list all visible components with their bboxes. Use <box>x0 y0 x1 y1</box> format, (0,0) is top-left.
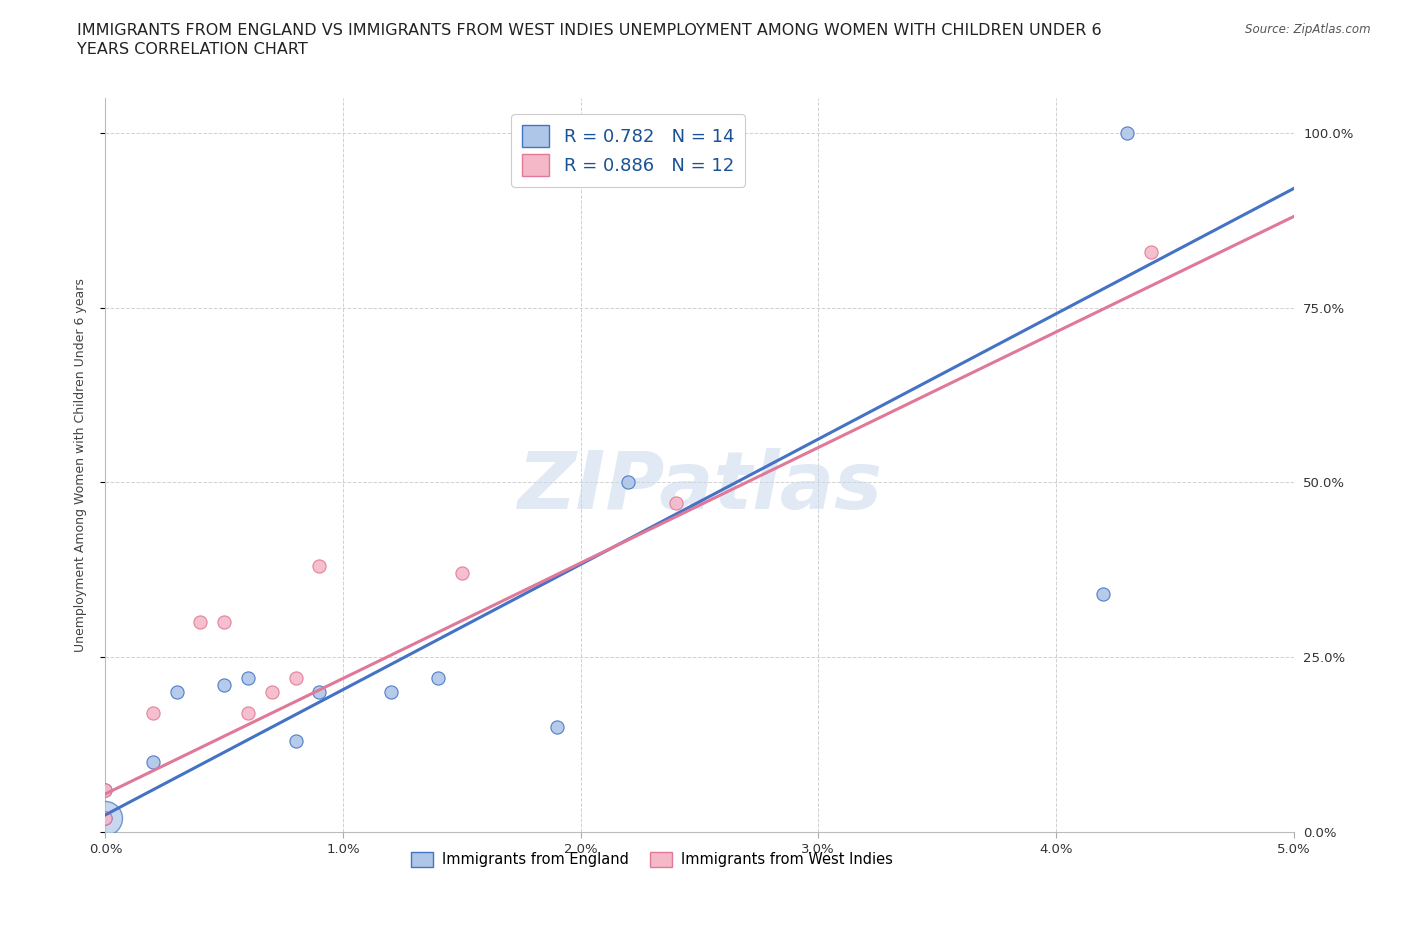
Point <box>1140 245 1163 259</box>
Point <box>450 566 472 581</box>
Point <box>94 811 117 826</box>
Point <box>380 685 402 700</box>
Point <box>94 811 117 826</box>
Point <box>94 783 117 798</box>
Point <box>617 475 640 490</box>
Text: Source: ZipAtlas.com: Source: ZipAtlas.com <box>1246 23 1371 36</box>
Point <box>308 685 330 700</box>
Text: IMMIGRANTS FROM ENGLAND VS IMMIGRANTS FROM WEST INDIES UNEMPLOYMENT AMONG WOMEN : IMMIGRANTS FROM ENGLAND VS IMMIGRANTS FR… <box>77 23 1102 38</box>
Point <box>308 559 330 574</box>
Point <box>1116 126 1139 140</box>
Point <box>1092 587 1115 602</box>
Y-axis label: Unemployment Among Women with Children Under 6 years: Unemployment Among Women with Children U… <box>75 278 87 652</box>
Legend: Immigrants from England, Immigrants from West Indies: Immigrants from England, Immigrants from… <box>405 845 898 873</box>
Text: ZIPatlas: ZIPatlas <box>517 448 882 526</box>
Point <box>665 496 688 511</box>
Point <box>190 615 212 630</box>
Point <box>214 615 236 630</box>
Point <box>284 671 307 685</box>
Point <box>236 671 259 685</box>
Point <box>166 685 188 700</box>
Point <box>214 678 236 693</box>
Point <box>260 685 283 700</box>
Point <box>546 720 568 735</box>
Point <box>142 706 165 721</box>
Point <box>94 783 117 798</box>
Point <box>284 734 307 749</box>
Point <box>94 811 117 826</box>
Point <box>427 671 450 685</box>
Point <box>142 755 165 770</box>
Text: YEARS CORRELATION CHART: YEARS CORRELATION CHART <box>77 42 308 57</box>
Point <box>236 706 259 721</box>
